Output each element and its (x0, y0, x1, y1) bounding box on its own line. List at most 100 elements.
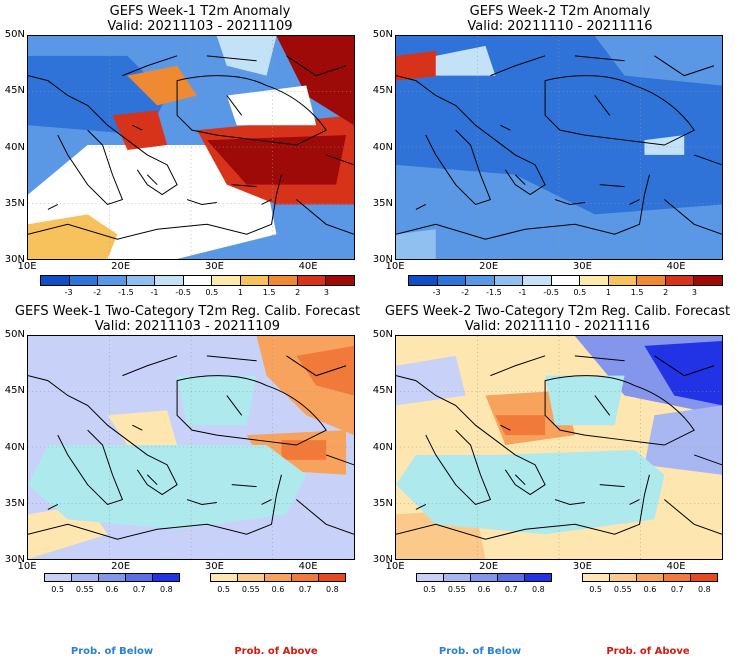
latitude-label: 35N (372, 497, 393, 509)
latitude-label: 50N (372, 29, 393, 40)
colorbar-swatch (436, 276, 466, 285)
colorbar-swatch (211, 276, 240, 285)
longitude-label: 40E (298, 261, 318, 272)
colorbar-swatch (125, 574, 152, 581)
latitude-label: 40N (4, 141, 25, 153)
longitude-label: 30E (572, 561, 592, 572)
colorbar-label: 0.5 (217, 585, 230, 594)
latitude-label: 35N (4, 197, 25, 209)
colorbar-swatch (291, 574, 318, 581)
colorbar-swatch (417, 574, 443, 581)
colorbar-label: 0.8 (160, 585, 173, 594)
map-week2-anomaly (395, 35, 723, 260)
colorbar-swatch (583, 574, 609, 581)
map-title-week2-anomaly: GEFS Week-2 T2m Anomaly Valid: 20211110 -… (467, 4, 653, 34)
colorbar-label: 0.6 (271, 585, 285, 594)
colorbar-label: -3 (432, 288, 441, 297)
latitude-label: 50N (4, 329, 25, 340)
colorbar-swatch (609, 574, 636, 581)
colorbar-swatch (71, 574, 98, 581)
colorbar-label: 0.7 (132, 585, 146, 594)
colorbar-label: 2 (663, 288, 669, 297)
longitude-label: 30E (572, 261, 592, 272)
colorbar-label: -3 (64, 288, 73, 297)
colorbar-label: 3 (691, 288, 697, 297)
latitude-label: 30N (4, 254, 25, 265)
colorbar-swatch (296, 276, 326, 285)
colorbar-swatch (522, 276, 551, 285)
latitude-label: 30N (372, 554, 393, 565)
colorbar-label: 0.5 (423, 585, 436, 594)
prob-below-colorbar-week2 (416, 573, 552, 582)
colorbar-label: 0.7 (298, 585, 312, 594)
colorbar-swatch (636, 574, 663, 581)
colorbar-swatch (409, 276, 437, 285)
latitude-label: 40N (4, 441, 25, 453)
colorbar-label: 1 (605, 288, 611, 297)
colorbar-swatch (690, 574, 717, 581)
coastline-borders (396, 355, 722, 540)
prob-below-caption-week1: Prob. of Below (70, 646, 154, 657)
anomaly-colorbar-week2 (408, 275, 723, 286)
colorbar-swatch (579, 276, 608, 285)
longitude-label: 30E (204, 561, 224, 572)
colorbar-label: -1.5 (118, 288, 134, 297)
colorbar-swatch (268, 276, 297, 285)
latitude-label: 50N (4, 29, 25, 40)
latitude-label: 40N (372, 141, 393, 153)
map-week1-anomaly (27, 35, 355, 260)
map-week1-prob (27, 335, 355, 560)
colorbar-swatch (41, 276, 69, 285)
coastline-borders (28, 355, 354, 540)
colorbar-label: 0.7 (504, 585, 518, 594)
colorbar-label: 0.5 (589, 585, 602, 594)
colorbar-label: 0.5 (51, 585, 64, 594)
colorbar-swatch (550, 276, 580, 285)
colorbar-label: -2 (93, 288, 102, 297)
colorbar-swatch (152, 574, 179, 581)
colorbar-swatch (237, 574, 264, 581)
colorbar-label: 0.55 (613, 585, 632, 594)
colorbar-swatch (470, 574, 497, 581)
colorbar-label: 1.5 (262, 288, 276, 297)
colorbar-swatch (325, 276, 355, 285)
colorbar-swatch (97, 276, 126, 285)
latitude-label: 35N (372, 197, 393, 209)
colorbar-swatch (524, 574, 551, 581)
colorbar-swatch (45, 574, 71, 581)
colorbar-label: 0.8 (326, 585, 339, 594)
latitude-label: 45N (4, 385, 25, 397)
colorbar-label: 0.8 (698, 585, 711, 594)
colorbar-swatch (264, 574, 291, 581)
map-title-week1-prob: GEFS Week-1 Two-Category T2m Reg. Calib.… (14, 304, 361, 334)
colorbar-swatch (636, 276, 665, 285)
colorbar-swatch (607, 276, 637, 285)
longitude-label: 10E (385, 561, 405, 572)
colorbar-label: -1 (150, 288, 159, 297)
colorbar-swatch (318, 574, 345, 581)
latitude-label: 45N (372, 385, 393, 397)
longitude-label: 20E (111, 261, 131, 272)
prob-below-caption-week2: Prob. of Below (438, 646, 522, 657)
colorbar-swatch (211, 574, 237, 581)
colorbar-label: 3 (323, 288, 329, 297)
colorbar-label: -2 (461, 288, 470, 297)
longitude-label: 10E (385, 261, 405, 272)
colorbar-label: -1 (518, 288, 527, 297)
colorbar-label: 0.55 (75, 585, 94, 594)
colorbar-label: 0.8 (532, 585, 545, 594)
longitude-label: 20E (479, 561, 499, 572)
longitude-label: 10E (17, 561, 37, 572)
prob-above-caption-week1: Prob. of Above (234, 646, 318, 657)
colorbar-swatch (497, 574, 524, 581)
longitude-label: 40E (666, 561, 686, 572)
colorbar-swatch (664, 276, 694, 285)
map-week2-prob (395, 335, 723, 560)
prob-above-caption-week2: Prob. of Above (606, 646, 690, 657)
latitude-label: 45N (372, 85, 393, 97)
colorbar-label: 0.55 (447, 585, 466, 594)
colorbar-swatch (493, 276, 523, 285)
colorbar-swatch (182, 276, 212, 285)
colorbar-swatch (663, 574, 690, 581)
colorbar-swatch (465, 276, 494, 285)
